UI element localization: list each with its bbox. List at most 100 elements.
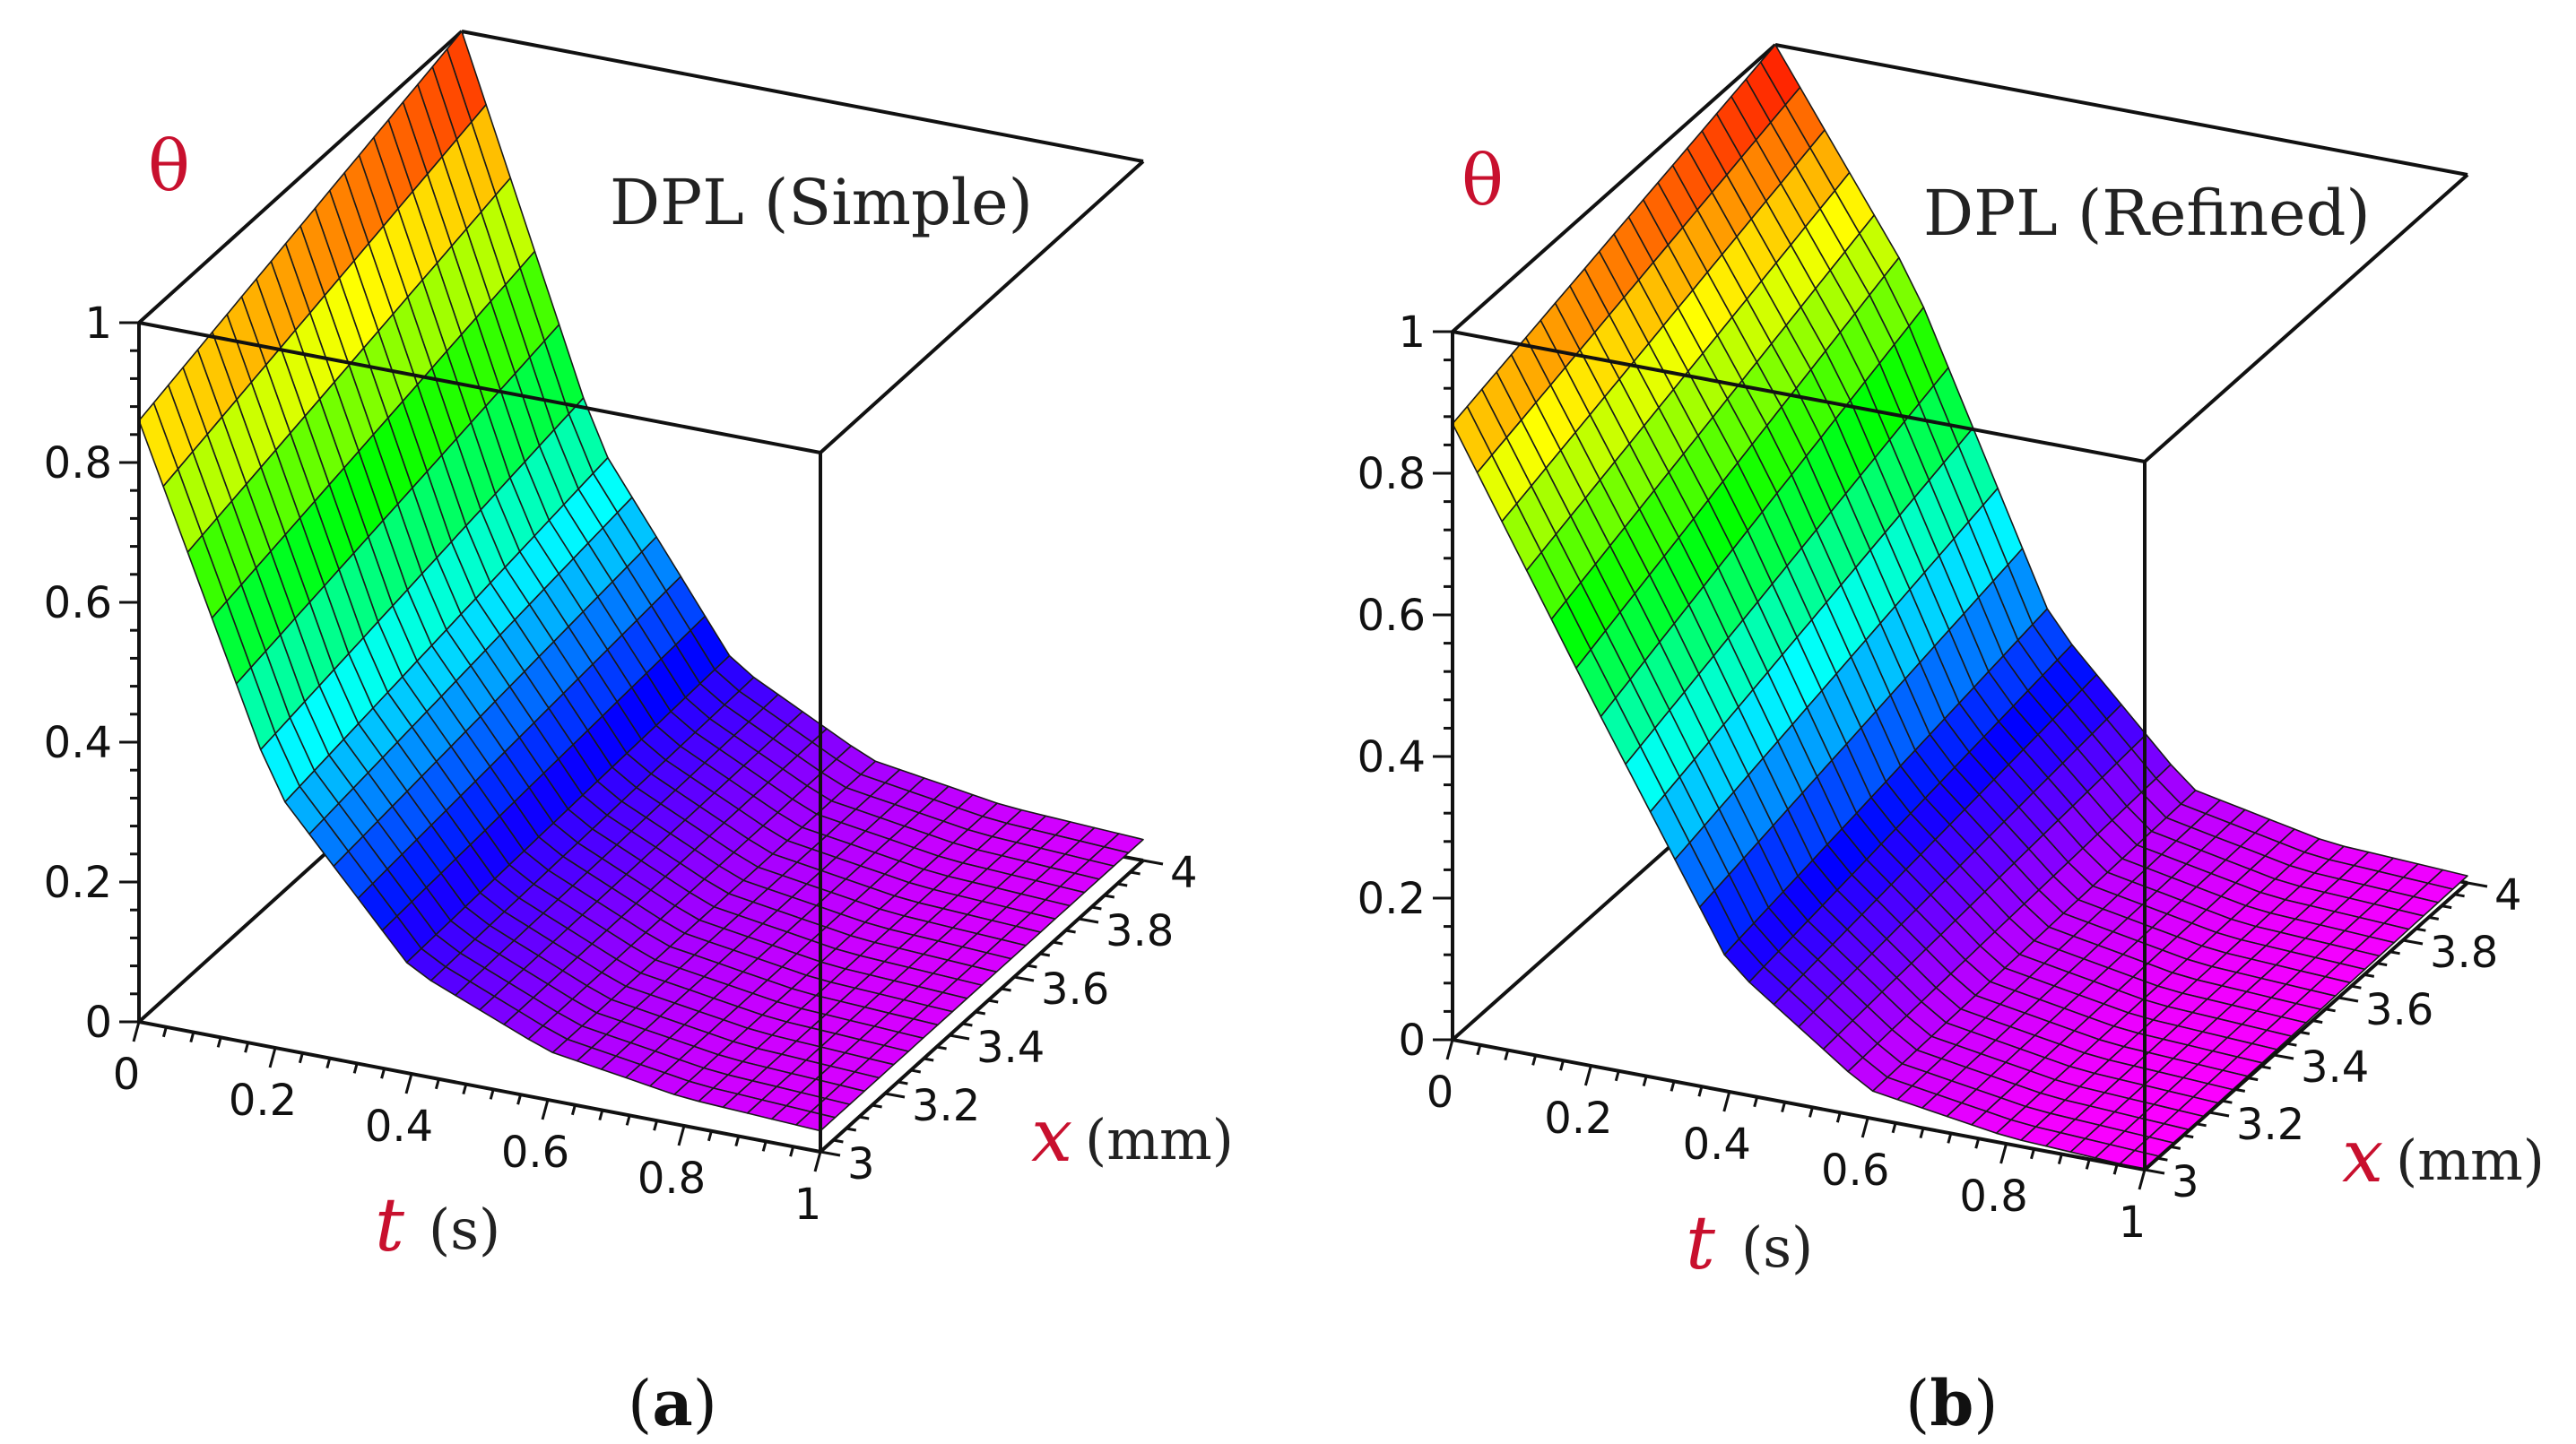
- x-minor-tick: [2260, 1065, 2271, 1070]
- z-tick-label: 0: [1398, 1016, 1426, 1066]
- t-tick: [1999, 1143, 2008, 1164]
- t-minor-tick: [189, 1032, 195, 1042]
- x-axis-unit: (mm): [1085, 1107, 1234, 1172]
- x-minor-tick: [1001, 987, 1011, 992]
- axis-ticks: 00.20.40.60.8100.20.40.60.8133.23.43.63.…: [44, 298, 1198, 1230]
- surface-mesh: [138, 30, 1144, 1132]
- x-tick-label: 3.6: [2365, 985, 2433, 1035]
- x-minor-tick: [2157, 1156, 2168, 1162]
- t-minor-tick: [161, 1026, 168, 1038]
- t-tick-label: 0.6: [1821, 1146, 1889, 1196]
- top-right-edge: [461, 30, 1144, 163]
- t-tick: [541, 1099, 550, 1120]
- x-tick: [2273, 1053, 2294, 1060]
- x-tick-label: 3.6: [1041, 964, 1109, 1015]
- t-minor-tick: [516, 1094, 523, 1105]
- x-minor-tick: [975, 1010, 986, 1016]
- t-minor-tick: [1504, 1050, 1510, 1060]
- t-tick-label: 0.8: [637, 1154, 706, 1204]
- x-tick-label: 3.8: [1106, 906, 1174, 956]
- t-minor-tick: [325, 1058, 332, 1068]
- top-back-edge: [137, 30, 464, 324]
- t-tick-label: 1: [2119, 1198, 2147, 1248]
- x-minor-tick: [2311, 1019, 2323, 1025]
- z-axis-label: θ: [148, 126, 190, 207]
- z-tick-label: 0.8: [1357, 449, 1426, 499]
- surface-mesh: [1452, 44, 2468, 1171]
- x-tick: [2337, 996, 2359, 1003]
- x-tick-label: 4: [1170, 848, 1198, 898]
- t-tick-label: 1: [794, 1180, 822, 1230]
- z-tick-label: 0: [84, 998, 112, 1048]
- plot-title: DPL (Simple): [610, 166, 1033, 239]
- x-tick-label: 4: [2494, 870, 2522, 921]
- x-axis-unit: (mm): [2396, 1128, 2545, 1193]
- x-minor-tick: [2390, 950, 2400, 955]
- x-axis-variable: x: [1031, 1094, 1072, 1179]
- x-tick-label: 3: [2172, 1157, 2199, 1207]
- x-axis-variable: x: [2342, 1114, 2383, 1199]
- x-tick: [1013, 975, 1035, 982]
- t-minor-tick: [2112, 1163, 2119, 1175]
- t-tick: [268, 1047, 277, 1068]
- floor-front-edge: [1452, 1038, 2146, 1172]
- t-tick-label: 0.2: [229, 1076, 297, 1126]
- surface-plot-simple: 00.20.40.60.8100.20.40.60.8133.23.43.63.…: [44, 30, 1234, 1440]
- t-minor-tick: [1891, 1122, 1897, 1134]
- x-minor-tick: [1116, 882, 1128, 887]
- x-minor-tick: [1104, 894, 1115, 899]
- x-tick: [2467, 881, 2488, 888]
- x-minor-tick: [2170, 1145, 2181, 1150]
- x-minor-tick: [2416, 927, 2426, 932]
- x-tick: [884, 1092, 906, 1099]
- top-front-edge: [138, 321, 821, 454]
- z-tick-label: 0.2: [1357, 874, 1426, 924]
- t-minor-tick: [1531, 1055, 1538, 1066]
- t-minor-tick: [1559, 1059, 1565, 1071]
- t-minor-tick: [434, 1078, 440, 1090]
- x-minor-tick: [898, 1080, 908, 1085]
- t-minor-tick: [298, 1052, 304, 1064]
- x-tick: [2144, 1168, 2165, 1175]
- x-minor-tick: [910, 1068, 922, 1074]
- t-minor-tick: [761, 1141, 768, 1152]
- t-minor-tick: [1642, 1076, 1648, 1086]
- x-minor-tick: [936, 1045, 947, 1051]
- t-tick-label: 0: [1427, 1068, 1454, 1118]
- x-minor-tick: [2182, 1134, 2194, 1139]
- panel-caption-letter: a: [652, 1366, 692, 1440]
- x-minor-tick: [1065, 929, 1076, 934]
- t-tick: [404, 1073, 413, 1094]
- t-minor-tick: [1753, 1096, 1759, 1108]
- t-minor-tick: [2085, 1159, 2091, 1170]
- x-minor-tick: [2351, 984, 2362, 990]
- x-tick-label: 3.8: [2430, 928, 2498, 978]
- z-tick-label: 0.4: [1357, 732, 1426, 783]
- x-minor-tick: [833, 1138, 844, 1144]
- t-tick: [1722, 1091, 1731, 1112]
- z-tick-label: 0.6: [44, 578, 112, 628]
- x-tick-label: 3.2: [912, 1081, 980, 1131]
- x-minor-tick: [2428, 915, 2440, 921]
- t-minor-tick: [707, 1130, 713, 1142]
- x-minor-tick: [2234, 1087, 2246, 1093]
- panel-caption: (b): [1905, 1366, 1999, 1440]
- t-minor-tick: [352, 1063, 359, 1074]
- t-tick-label: 0.8: [1959, 1172, 2027, 1222]
- t-tick-label: 0.6: [501, 1128, 569, 1178]
- z-tick-label: 0.2: [44, 858, 112, 908]
- x-minor-tick: [2247, 1077, 2259, 1082]
- z-tick-label: 0.6: [1357, 591, 1426, 641]
- x-minor-tick: [2441, 904, 2452, 910]
- panel-caption-letter: b: [1930, 1366, 1973, 1440]
- t-minor-tick: [216, 1037, 222, 1048]
- x-minor-tick: [2325, 1007, 2336, 1013]
- top-back-edge: [1451, 43, 1777, 333]
- top-front-x-edge: [2143, 173, 2469, 463]
- surface-plot-refined: 00.20.40.60.8100.20.40.60.8133.23.43.63.…: [1357, 43, 2545, 1440]
- x-minor-tick: [2299, 1030, 2311, 1035]
- x-minor-tick: [2196, 1122, 2207, 1128]
- top-front-x-edge: [819, 160, 1145, 454]
- t-minor-tick: [1697, 1085, 1704, 1097]
- x-tick-label: 3.2: [2236, 1100, 2304, 1150]
